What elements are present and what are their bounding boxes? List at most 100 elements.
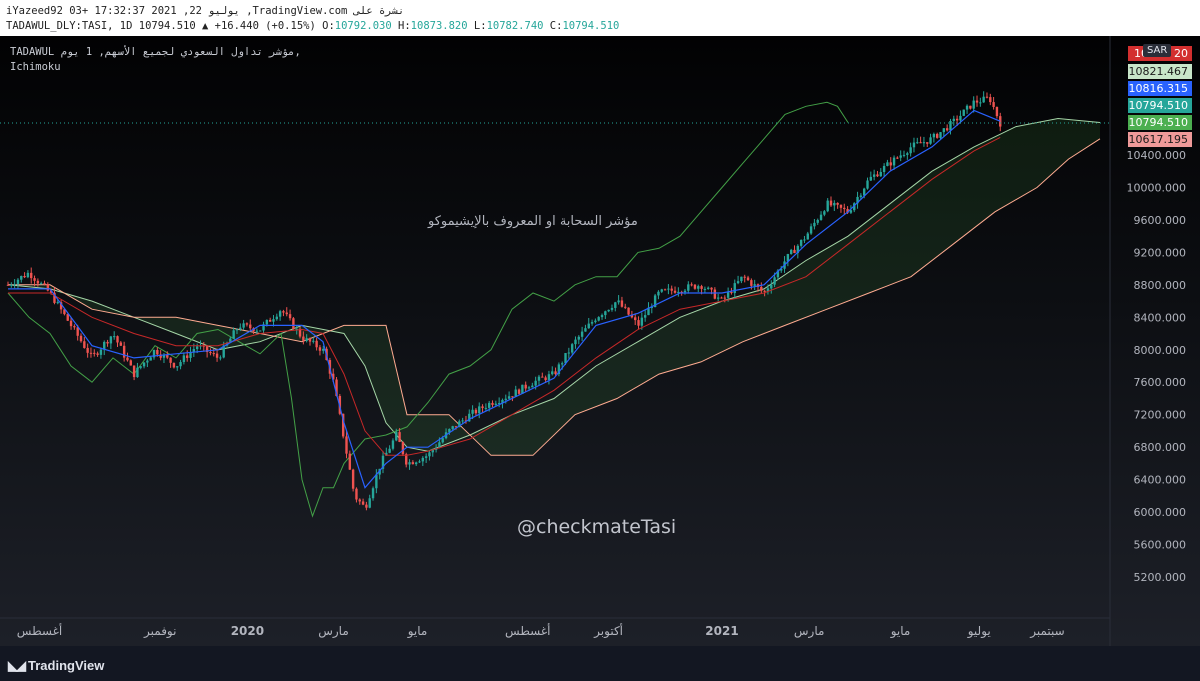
candle-body xyxy=(776,270,780,278)
high-value: 10873.820 xyxy=(410,20,468,32)
candle-body xyxy=(242,323,245,328)
candle-body xyxy=(212,353,215,355)
candle-body xyxy=(239,327,242,330)
price-tag-value: 10794.510 xyxy=(1128,116,1189,129)
candle-body xyxy=(799,239,803,246)
candle-body xyxy=(129,360,132,366)
open-value: 10792.030 xyxy=(334,20,392,32)
candle-body xyxy=(975,100,979,103)
candle-body xyxy=(882,165,886,173)
candle-body xyxy=(179,362,182,367)
candle-body xyxy=(292,318,295,329)
candle-body xyxy=(786,254,790,262)
chikou-span-line xyxy=(7,101,849,518)
candle-body xyxy=(763,290,766,292)
candle-body xyxy=(710,287,713,290)
change-value: ▲ +16.440 (+0.15%) xyxy=(202,20,316,32)
candle-body xyxy=(889,162,892,166)
candle-body xyxy=(401,442,405,455)
price-tag-value: 10617.195 xyxy=(1128,133,1189,146)
candle-body xyxy=(421,457,425,462)
candle-body xyxy=(999,116,1002,127)
x-tick-label: نوفمبر xyxy=(143,624,176,639)
candle-body xyxy=(79,335,83,342)
currency-badge: SAR xyxy=(1143,44,1172,57)
candle-body xyxy=(361,501,365,505)
candle-body xyxy=(670,288,673,291)
price-tag: 10794.510 xyxy=(1128,98,1192,113)
price-tag-value: 10794.510 xyxy=(1128,99,1189,112)
chart-pane[interactable]: 10400.000 10000.000 9600.000 9200.000 8800.0… xyxy=(0,36,1200,646)
candle-body xyxy=(929,137,932,144)
candle-body xyxy=(876,174,879,177)
candle-body xyxy=(56,302,59,304)
price-tag: 10821.467 xyxy=(1128,64,1192,79)
candle-body xyxy=(770,284,773,289)
candle-body xyxy=(610,307,614,310)
candle-body xyxy=(793,249,796,254)
candle-body xyxy=(385,452,388,456)
candle-body xyxy=(560,363,564,365)
candle-body xyxy=(743,276,746,278)
x-tick-label: مايو xyxy=(407,624,428,639)
candle-body xyxy=(6,284,10,286)
candle-body xyxy=(96,353,99,355)
candle-body xyxy=(733,283,736,294)
candle-body xyxy=(272,319,275,322)
candle-body xyxy=(335,379,338,397)
candle-body xyxy=(318,347,322,351)
candle-body xyxy=(484,407,488,409)
candle-body xyxy=(249,324,252,329)
candle-body xyxy=(288,314,292,319)
candle-body xyxy=(451,426,454,429)
price-tag: 10816.315 xyxy=(1128,81,1192,96)
candle-body xyxy=(355,488,358,500)
y-tick-label: 7600.000 xyxy=(1134,376,1187,389)
candle-body xyxy=(69,320,73,327)
candle-body xyxy=(663,289,667,291)
candle-body xyxy=(235,329,239,331)
price-tag-value: 10821.467 xyxy=(1128,65,1189,78)
last-price: 10794.510 xyxy=(138,20,196,32)
candle-body xyxy=(853,203,856,211)
candle-body xyxy=(590,322,594,324)
candle-body xyxy=(378,468,381,475)
candle-body xyxy=(282,311,285,313)
indicator-legend[interactable]: Ichimoku xyxy=(10,61,61,73)
candle-body xyxy=(112,336,116,338)
candle-body xyxy=(687,284,690,291)
candle-body xyxy=(584,328,587,332)
candle-body xyxy=(597,317,600,321)
candle-body xyxy=(312,340,315,342)
candle-body xyxy=(285,312,288,315)
candle-body xyxy=(577,336,580,340)
candle-body xyxy=(448,428,451,433)
candle-body xyxy=(368,498,371,508)
candle-body xyxy=(76,327,79,336)
y-tick-label: 8000.000 xyxy=(1134,344,1187,357)
candle-body xyxy=(723,297,727,299)
candle-body xyxy=(736,281,740,284)
candle-body xyxy=(949,120,952,131)
tradingview-logo[interactable]: ◣◢ TradingView xyxy=(8,658,104,674)
arabic-annotation: مؤشر السحابة او المعروف بالإيشيموكو xyxy=(428,214,638,229)
candle-body xyxy=(146,360,149,363)
open-label: O: xyxy=(322,20,335,32)
chart-legend-title: TADAWUL مؤشر تداول السعودي لجميع الأسهم,… xyxy=(10,46,301,58)
candle-body xyxy=(726,292,730,298)
senkou-span-b-line xyxy=(8,138,1101,456)
y-tick-label: 6000.000 xyxy=(1134,506,1187,519)
candle-body xyxy=(428,452,431,457)
candle-body xyxy=(819,214,823,220)
candle-body xyxy=(26,272,30,278)
candle-body xyxy=(215,353,219,358)
candle-body xyxy=(859,195,863,197)
candle-body xyxy=(278,311,282,317)
candle-body xyxy=(886,162,889,166)
ichimoku-chart[interactable]: 10400.000 10000.000 9600.000 9200.000 8800.0… xyxy=(0,36,1200,646)
candle-body xyxy=(365,504,368,508)
candle-body xyxy=(537,376,541,381)
candle-body xyxy=(969,105,972,109)
candle-body xyxy=(156,350,159,355)
candle-body xyxy=(650,307,654,309)
